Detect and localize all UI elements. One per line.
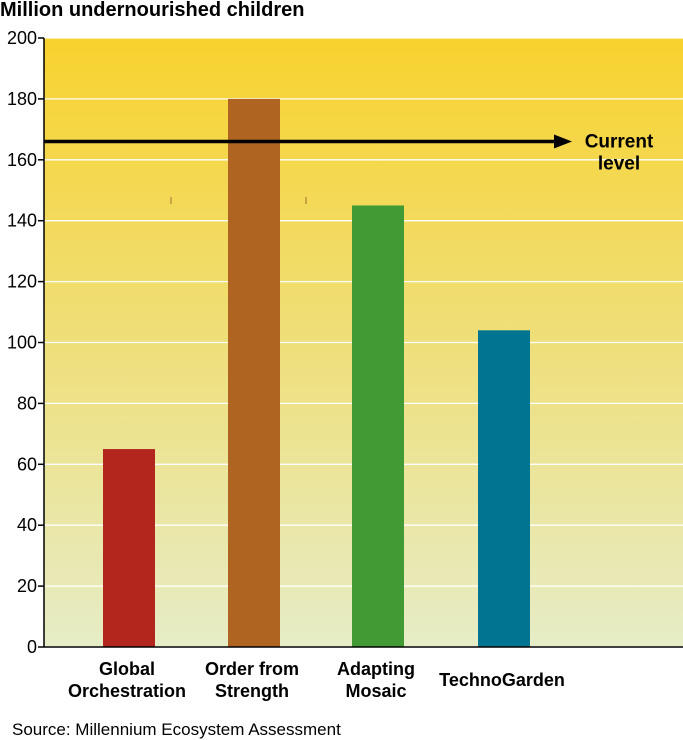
bar <box>103 449 155 647</box>
x-category-label: Strength <box>215 681 289 701</box>
source-note: Source: Millennium Ecosystem Assessment <box>12 720 341 739</box>
current-level-label-line-2: level <box>598 154 640 175</box>
y-tick-label: 60 <box>17 454 37 474</box>
x-category-label: Mosaic <box>345 681 406 701</box>
y-tick-label: 200 <box>7 28 37 48</box>
y-tick-label: 20 <box>17 576 37 596</box>
bar <box>478 330 530 647</box>
y-tick-label: 100 <box>7 333 37 353</box>
bar <box>228 98 280 647</box>
x-category-label: Orchestration <box>68 681 186 701</box>
y-tick-label: 0 <box>27 637 37 657</box>
x-category-label: TechnoGarden <box>439 670 565 690</box>
y-tick-label: 80 <box>17 393 37 413</box>
y-tick-label: 140 <box>7 211 37 231</box>
y-tick-label: 40 <box>17 515 37 535</box>
current-level-label-line-1: Current <box>585 132 654 153</box>
x-category-label: Order from <box>205 659 299 679</box>
current-level-arrow-head <box>554 134 572 149</box>
bars <box>103 98 530 647</box>
bar <box>352 205 404 647</box>
chart-title: Million undernourished children <box>0 0 304 21</box>
y-tick-label: 180 <box>7 89 37 109</box>
y-tick-label: 120 <box>7 272 37 292</box>
y-tick-label: 160 <box>7 150 37 170</box>
x-category-label: Adapting <box>337 659 415 679</box>
current-level-indicator: Current level <box>44 132 654 175</box>
y-axis-ticks: 0 20 40 60 80 100 120 140 160 180 200 <box>7 28 44 657</box>
x-category-label: Global <box>99 659 155 679</box>
